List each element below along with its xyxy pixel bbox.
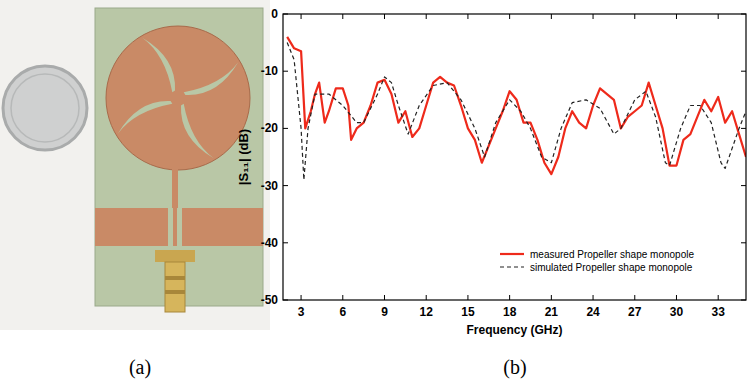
x-tick-label: 6: [339, 305, 346, 319]
x-tick: [551, 295, 552, 300]
y-tick: [283, 242, 288, 243]
photo-background: [0, 0, 270, 330]
x-tick: [676, 14, 677, 19]
substrate: [95, 8, 263, 306]
y-tick-label: -40: [261, 236, 279, 250]
feed-line-lower: [173, 208, 177, 246]
x-tick: [509, 14, 510, 19]
x-tick: [634, 14, 635, 19]
x-tick-label: 15: [461, 305, 475, 319]
x-tick-label: 9: [381, 305, 388, 319]
x-tick: [384, 295, 385, 300]
coin: [3, 66, 87, 150]
x-tick: [301, 14, 302, 19]
x-tick: [342, 14, 343, 19]
panel-label: (a): [129, 356, 151, 379]
plot-data: [287, 37, 746, 180]
ground-plane: [95, 208, 263, 246]
x-tick-label: 27: [628, 305, 642, 319]
legend: measured Propeller shape monopole simulat…: [500, 249, 694, 273]
x-tick: [384, 14, 385, 19]
x-tick-label: 12: [420, 305, 434, 319]
x-tick-label: 3: [298, 305, 305, 319]
sma-connector: [165, 262, 185, 312]
connector-thread: [165, 276, 185, 280]
x-tick: [509, 295, 510, 300]
x-tick-label: 18: [503, 305, 517, 319]
x-tick-label: 30: [670, 305, 684, 319]
y-axis-title: |S₁₁| (dB): [236, 129, 251, 185]
x-tick-label: 21: [545, 305, 559, 319]
connector-flange: [155, 250, 195, 262]
x-tick: [426, 295, 427, 300]
x-tick: [342, 295, 343, 300]
figure: (a) (b) 3 6 9 12 15 18 21 24 27 30 33 -50 -40 -30 -20 -10…: [0, 0, 755, 386]
x-tick: [551, 14, 552, 19]
propeller-slot: [181, 104, 214, 159]
y-tick: [741, 71, 746, 72]
propeller-slot: [118, 101, 173, 134]
y-tick-label: -10: [261, 64, 279, 78]
x-tick: [593, 14, 594, 19]
coin-rim: [11, 74, 79, 142]
x-tick: [593, 295, 594, 300]
y-tick: [741, 128, 746, 129]
y-tick: [741, 242, 746, 243]
y-tick-label: 0: [271, 7, 278, 21]
plot-frame: [283, 14, 746, 300]
legend-label: simulated Propeller shape monopole: [530, 262, 693, 273]
series-line: [287, 43, 746, 180]
x-tick: [718, 14, 719, 19]
y-tick: [283, 128, 288, 129]
propeller-slot: [184, 62, 239, 95]
propeller-slot: [142, 38, 175, 93]
x-tick: [467, 14, 468, 19]
x-tick: [301, 295, 302, 300]
chart: 3 6 9 12 15 18 21 24 27 30 33 -50 -40 -30 -20 -10 0 Frequ…: [236, 7, 746, 337]
y-tick-label: -30: [261, 179, 279, 193]
legend-label: measured Propeller shape monopole: [530, 249, 694, 260]
series-line: [287, 37, 746, 174]
x-tick: [467, 295, 468, 300]
radiating-disc: [106, 26, 250, 170]
y-tick-label: -50: [261, 293, 279, 307]
legend-swatch: [500, 266, 524, 267]
feed-gap: [168, 208, 182, 246]
x-axis-title: Frequency (GHz): [466, 323, 562, 337]
x-tick: [676, 295, 677, 300]
x-tick: [718, 295, 719, 300]
y-tick: [283, 185, 288, 186]
x-tick: [426, 14, 427, 19]
legend-swatch: [500, 253, 524, 255]
connector-thread: [165, 290, 185, 294]
x-tick-label: 24: [586, 305, 600, 319]
y-tick: [283, 71, 288, 72]
panel-label: (b): [503, 356, 526, 379]
y-tick: [741, 185, 746, 186]
x-tick: [634, 295, 635, 300]
x-tick-label: 33: [712, 305, 726, 319]
y-tick-label: -20: [261, 121, 279, 135]
antenna-photo: [0, 0, 270, 330]
